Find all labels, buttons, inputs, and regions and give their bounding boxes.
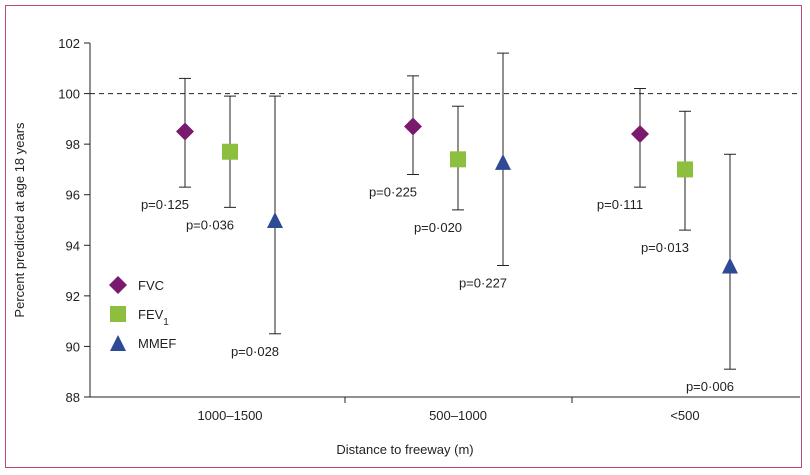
- y-tick-label: 90: [66, 339, 80, 354]
- mmef-point: [495, 153, 511, 170]
- chart-frame: [5, 5, 802, 468]
- mmef-point: [267, 212, 283, 228]
- y-tick-label: 88: [66, 390, 80, 405]
- fev1-point: [110, 306, 126, 322]
- fvc-point: [404, 117, 422, 136]
- fvc-point: [109, 276, 127, 294]
- fev1-point: [677, 161, 693, 178]
- p-value-label: p=0·227: [459, 276, 507, 291]
- legend-label: FVC: [138, 278, 164, 293]
- legend-label: FEV1: [138, 307, 169, 328]
- fvc-point: [176, 122, 194, 141]
- p-value-label: p=0·225: [369, 184, 417, 199]
- legend-label: MMEF: [138, 336, 176, 351]
- p-value-label: p=0·125: [141, 197, 189, 212]
- x-tick-label: 500–1000: [429, 408, 487, 423]
- x-tick-label: <500: [670, 408, 699, 423]
- y-axis-title: Percent predicted at age 18 years: [12, 122, 27, 318]
- y-tick-label: 102: [58, 36, 80, 51]
- p-value-label: p=0·013: [641, 240, 689, 255]
- p-value-label: p=0·111: [597, 197, 643, 212]
- y-tick-label: 92: [66, 289, 80, 304]
- y-tick-label: 100: [58, 87, 80, 102]
- x-tick-label: 1000–1500: [197, 408, 262, 423]
- p-value-label: p=0·020: [414, 220, 462, 235]
- fev1-point: [450, 151, 466, 168]
- y-tick-label: 96: [66, 188, 80, 203]
- fvc-point: [631, 125, 649, 144]
- p-value-label: p=0·036: [186, 217, 234, 232]
- x-axis-title: Distance to freeway (m): [336, 442, 473, 457]
- p-value-label: p=0·006: [686, 379, 734, 394]
- fev1-point: [222, 143, 238, 160]
- y-tick-label: 98: [66, 137, 80, 152]
- p-value-label: p=0·028: [231, 344, 279, 359]
- mmef-point: [110, 335, 126, 351]
- mmef-point: [722, 257, 738, 274]
- y-tick-label: 94: [66, 238, 80, 253]
